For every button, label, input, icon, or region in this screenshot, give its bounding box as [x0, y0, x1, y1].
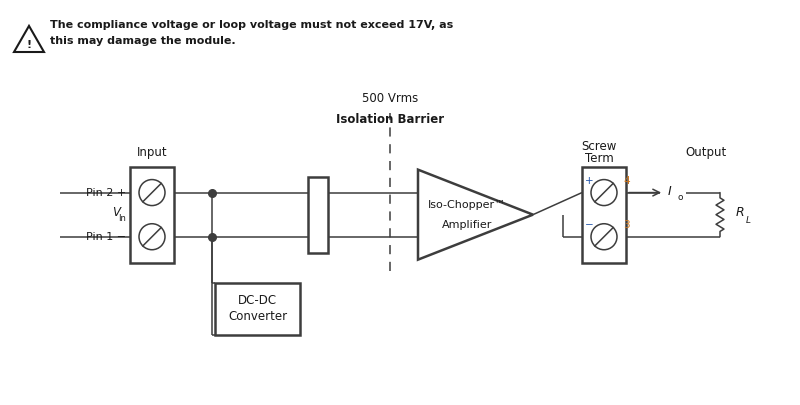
Text: Pin 1 −: Pin 1 −: [86, 232, 126, 242]
Text: 3: 3: [623, 220, 630, 230]
Text: Output: Output: [686, 146, 726, 159]
Text: +: +: [585, 176, 594, 185]
Text: !: !: [26, 40, 31, 49]
Text: In: In: [118, 214, 126, 223]
Circle shape: [591, 224, 617, 250]
Bar: [308, 177, 328, 253]
Text: Isolation Barrier: Isolation Barrier: [336, 113, 444, 126]
Text: this may damage the module.: this may damage the module.: [50, 36, 236, 46]
Text: Term: Term: [585, 151, 614, 165]
Text: R: R: [736, 206, 745, 219]
Text: Converter: Converter: [228, 310, 287, 323]
Text: −: −: [585, 220, 594, 230]
Text: Screw: Screw: [582, 140, 617, 153]
Bar: [582, 166, 626, 263]
Circle shape: [591, 179, 617, 206]
Circle shape: [139, 179, 165, 206]
Polygon shape: [14, 26, 44, 52]
Text: Amplifier: Amplifier: [442, 220, 493, 230]
Text: 500 Vrms: 500 Vrms: [362, 92, 418, 105]
Text: DC-DC: DC-DC: [238, 294, 277, 307]
Polygon shape: [418, 170, 533, 260]
Text: L: L: [746, 216, 751, 225]
Bar: [215, 283, 300, 335]
Text: I: I: [668, 185, 672, 198]
Circle shape: [139, 224, 165, 250]
Text: 4: 4: [623, 176, 630, 185]
Text: Iso-Chopper™: Iso-Chopper™: [428, 200, 506, 210]
Text: Pin 2 +: Pin 2 +: [86, 188, 126, 198]
Text: The compliance voltage or loop voltage must not exceed 17V, as: The compliance voltage or loop voltage m…: [50, 20, 454, 30]
Text: o: o: [677, 193, 682, 202]
Bar: [130, 166, 174, 263]
Text: V: V: [112, 206, 120, 219]
Text: Input: Input: [137, 146, 167, 159]
